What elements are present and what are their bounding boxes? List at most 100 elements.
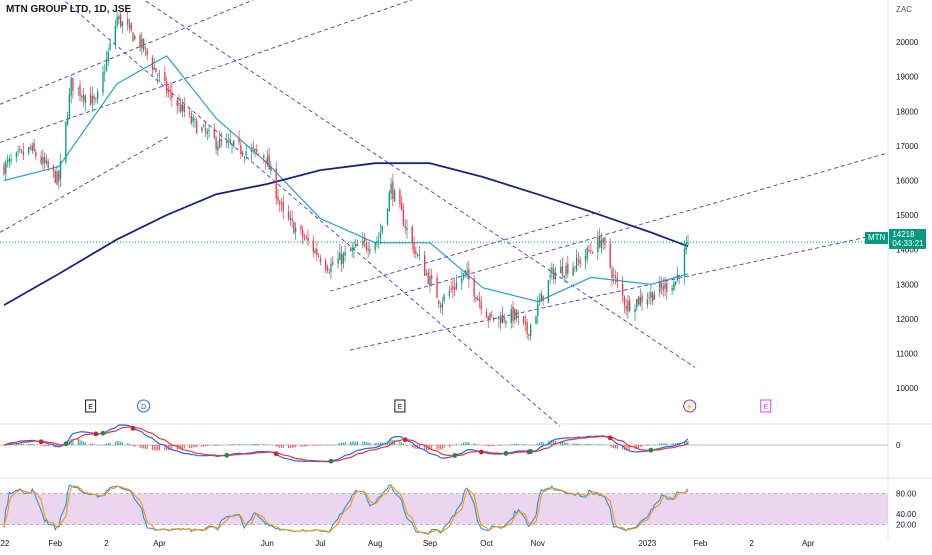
candle-body [381, 225, 383, 232]
candle-body [252, 146, 254, 149]
candle [171, 83, 173, 107]
candle-body [452, 286, 454, 290]
candle-body [28, 147, 30, 153]
ma-fast-line [3, 55, 689, 303]
candle-body [164, 71, 166, 81]
candle-body [43, 156, 46, 163]
candle [332, 256, 334, 266]
candle-body [450, 288, 452, 290]
channel-drawings[interactable] [0, 0, 889, 427]
candle-body [293, 221, 295, 234]
candle-body [155, 68, 157, 73]
candle [337, 251, 339, 269]
candle [425, 269, 428, 277]
candle-body [480, 301, 482, 310]
candle-body [66, 117, 69, 125]
candle [151, 54, 154, 76]
price-axis[interactable]: 20000 19000 18000 17000 16000 15000 14000 13000… [896, 38, 919, 530]
candle-body [560, 266, 562, 274]
candle [139, 32, 141, 52]
candle [256, 144, 258, 156]
candle-body [535, 316, 537, 325]
candle [277, 189, 279, 204]
stochastic-tick-label: 20.00 [896, 521, 917, 530]
candle-body [651, 292, 654, 301]
candle-body [349, 249, 352, 252]
candle [505, 319, 507, 328]
candle [637, 295, 640, 307]
candle [365, 239, 368, 253]
candle-body [637, 296, 640, 305]
candle-body [35, 152, 37, 157]
candle [65, 121, 67, 165]
candle-body [294, 227, 297, 232]
candle [6, 154, 9, 168]
candle [52, 164, 55, 178]
candle [280, 198, 283, 212]
event-marker-dividend: D [137, 399, 151, 413]
candle [312, 235, 314, 258]
macd-cross-dot [130, 425, 136, 431]
candle [96, 88, 99, 105]
last-price-symbol: MTN [865, 232, 889, 244]
candle-body [89, 94, 92, 106]
time-axis[interactable]: 2022 Feb 2 Apr Jun Jul Aug Sep Oct Nov 2023 Feb 2 Apr [0, 539, 815, 548]
candle-body [181, 104, 184, 111]
price-tick-label: 20000 [896, 38, 919, 47]
candle-body [574, 266, 576, 268]
candle [56, 165, 58, 186]
candle-body [378, 240, 380, 242]
candle [613, 266, 615, 284]
candle [66, 111, 69, 127]
candle-body [266, 156, 269, 165]
candle-body [31, 145, 33, 151]
price-tick-label: 17000 [896, 142, 919, 151]
candle-body [554, 272, 557, 279]
candle [45, 154, 48, 166]
candle [208, 124, 210, 139]
candle-body [478, 298, 481, 302]
stochastic-d-line [3, 485, 689, 535]
candle-body [312, 240, 314, 252]
candle [188, 107, 191, 118]
candle [611, 265, 613, 287]
candle [660, 276, 663, 295]
candle [107, 47, 109, 67]
candle [540, 289, 542, 302]
candle-body [256, 149, 258, 152]
candle [574, 265, 576, 273]
candle-body [20, 150, 23, 152]
candle [142, 38, 145, 53]
candle [485, 307, 488, 319]
candle [489, 311, 491, 323]
candle [17, 145, 19, 157]
candle-body [363, 238, 366, 242]
candle-body [547, 279, 550, 303]
candle-body [439, 305, 442, 308]
candle-body [379, 232, 382, 239]
candle-body [58, 170, 60, 182]
candle-body [139, 35, 141, 48]
candle-body [436, 277, 438, 298]
candle [114, 19, 117, 50]
candle-body [678, 274, 680, 277]
candle [102, 65, 104, 97]
event-markers[interactable]: E D E ⚡ E [85, 399, 772, 413]
candle [687, 234, 689, 246]
candle [388, 189, 390, 212]
candle-body [522, 315, 525, 323]
candle [651, 291, 654, 306]
candle [169, 82, 171, 101]
candle-body [597, 236, 599, 253]
event-marker-shape [760, 399, 772, 413]
candle [363, 233, 366, 248]
candle-body [241, 154, 244, 156]
candle-body [468, 268, 470, 280]
candle-body [514, 309, 516, 321]
time-tick-label: Jul [315, 539, 325, 548]
candle [402, 203, 405, 227]
candle [487, 315, 489, 328]
candle [217, 140, 219, 157]
